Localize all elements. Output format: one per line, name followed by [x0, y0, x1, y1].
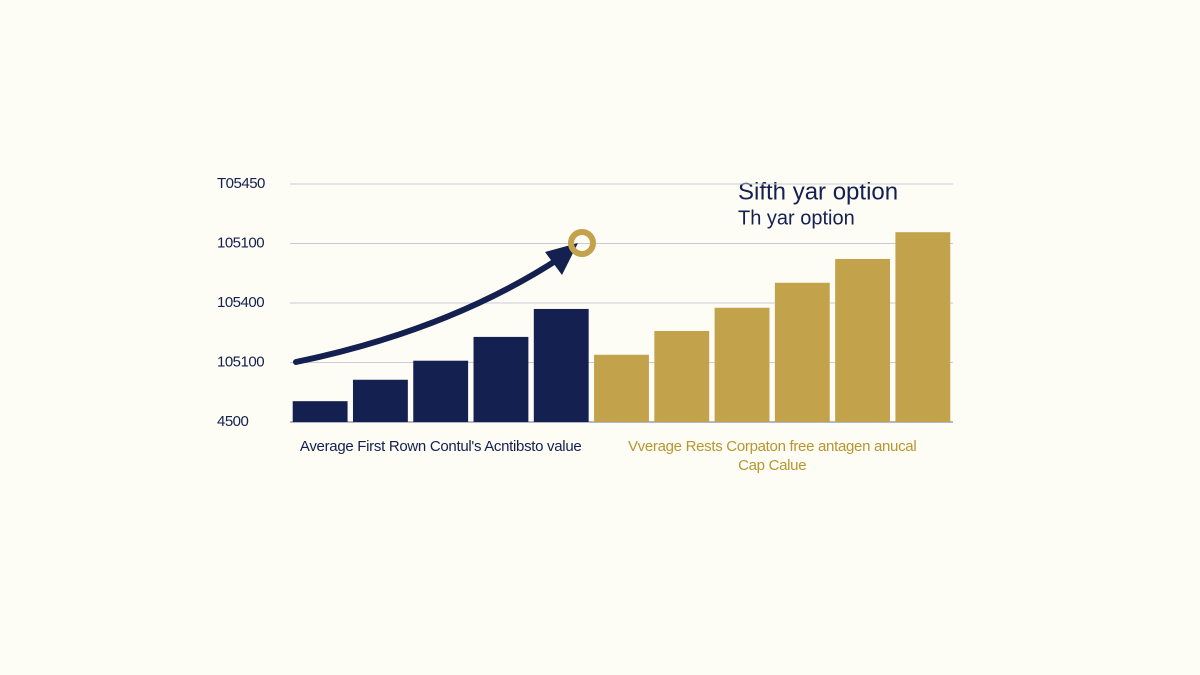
y-tick-label: 105100	[217, 234, 264, 251]
y-tick-label: 4500	[217, 413, 249, 430]
bar	[835, 258, 891, 422]
bar	[413, 360, 469, 422]
target-ring	[568, 229, 596, 257]
bar	[352, 379, 408, 422]
legend-label: Average First Rown Contul's Acntibsto va…	[299, 438, 582, 455]
y-tick-label: T05450	[217, 175, 265, 192]
bar	[533, 308, 589, 422]
bar	[714, 307, 770, 422]
annotation: Sifth yar option	[738, 178, 898, 205]
arrow-head	[545, 243, 578, 275]
y-tick-label: 105400	[217, 294, 264, 311]
legend-label: Vverage Rests Corpaton free antagen anuc…	[627, 438, 917, 474]
bar	[292, 401, 348, 422]
y-tick-label: 105100	[217, 353, 264, 370]
annotation: Th yar option	[738, 207, 855, 229]
trend-arrow	[293, 255, 563, 365]
bar	[594, 354, 649, 422]
bar	[774, 282, 830, 422]
bar	[654, 330, 710, 422]
bar	[473, 336, 529, 422]
bar	[895, 232, 951, 422]
